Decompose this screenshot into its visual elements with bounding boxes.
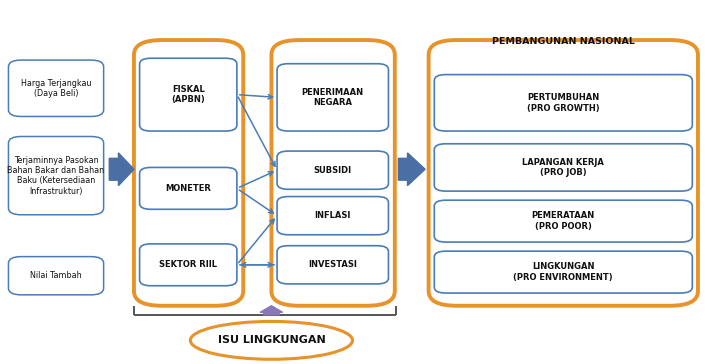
Text: PENERIMAAN
NEGARA: PENERIMAAN NEGARA [302,88,364,107]
FancyBboxPatch shape [429,40,698,306]
FancyBboxPatch shape [271,40,395,306]
FancyArrow shape [260,306,283,315]
Text: PEMBANGUNAN NASIONAL: PEMBANGUNAN NASIONAL [492,37,634,46]
Text: SUBSIDI: SUBSIDI [314,166,352,175]
Ellipse shape [190,321,352,359]
Text: Terjaminnya Pasokan
Bahan Bakar dan Bahan
Baku (Ketersediaan
Infrastruktur): Terjaminnya Pasokan Bahan Bakar dan Baha… [8,155,104,196]
FancyBboxPatch shape [277,151,388,189]
FancyBboxPatch shape [434,144,692,191]
Text: INVESTASI: INVESTASI [308,260,357,269]
Text: PEMERATAAN
(PRO POOR): PEMERATAAN (PRO POOR) [532,211,595,231]
Text: MONETER: MONETER [165,184,211,193]
Text: Harga Terjangkau
(Daya Beli): Harga Terjangkau (Daya Beli) [21,79,92,98]
FancyArrow shape [109,153,134,186]
FancyBboxPatch shape [140,58,237,131]
FancyBboxPatch shape [434,251,692,293]
FancyBboxPatch shape [277,64,388,131]
FancyBboxPatch shape [8,136,104,215]
FancyBboxPatch shape [8,60,104,116]
FancyBboxPatch shape [8,257,104,295]
Text: ISU LINGKUNGAN: ISU LINGKUNGAN [218,335,325,345]
FancyArrow shape [398,153,425,186]
Text: Nilai Tambah: Nilai Tambah [30,271,82,280]
Text: LINGKUNGAN
(PRO ENVIRONMENT): LINGKUNGAN (PRO ENVIRONMENT) [513,262,613,282]
Text: LAPANGAN KERJA
(PRO JOB): LAPANGAN KERJA (PRO JOB) [522,158,604,177]
FancyBboxPatch shape [434,200,692,242]
Text: PERTUMBUHAN
(PRO GROWTH): PERTUMBUHAN (PRO GROWTH) [527,93,600,112]
FancyBboxPatch shape [140,244,237,286]
FancyBboxPatch shape [134,40,243,306]
Text: SEKTOR RIIL: SEKTOR RIIL [159,260,217,269]
FancyBboxPatch shape [434,75,692,131]
FancyBboxPatch shape [140,167,237,209]
FancyBboxPatch shape [277,246,388,284]
Text: INFLASI: INFLASI [314,211,351,220]
Text: FISKAL
(APBN): FISKAL (APBN) [171,85,205,104]
FancyBboxPatch shape [277,197,388,235]
